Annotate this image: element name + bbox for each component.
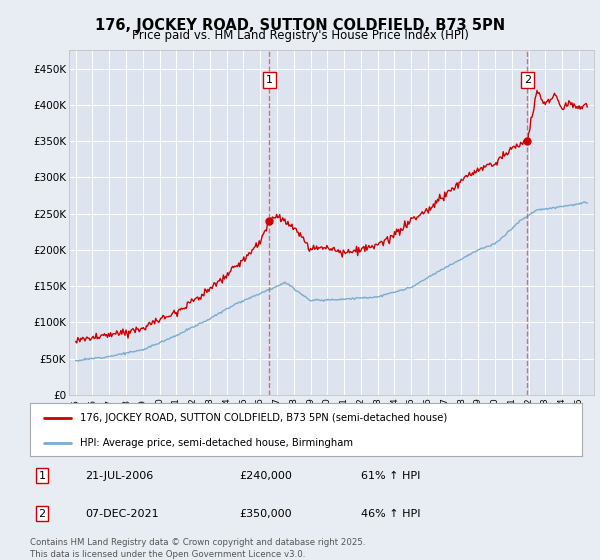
Text: 176, JOCKEY ROAD, SUTTON COLDFIELD, B73 5PN (semi-detached house): 176, JOCKEY ROAD, SUTTON COLDFIELD, B73 … (80, 413, 447, 423)
Text: £350,000: £350,000 (240, 508, 292, 519)
Text: £240,000: £240,000 (240, 471, 293, 481)
Text: 07-DEC-2021: 07-DEC-2021 (85, 508, 159, 519)
Text: 61% ↑ HPI: 61% ↑ HPI (361, 471, 421, 481)
Text: HPI: Average price, semi-detached house, Birmingham: HPI: Average price, semi-detached house,… (80, 438, 353, 448)
Text: 46% ↑ HPI: 46% ↑ HPI (361, 508, 421, 519)
Text: 176, JOCKEY ROAD, SUTTON COLDFIELD, B73 5PN: 176, JOCKEY ROAD, SUTTON COLDFIELD, B73 … (95, 18, 505, 33)
Text: 2: 2 (38, 508, 46, 519)
Text: 1: 1 (38, 471, 46, 481)
Text: Price paid vs. HM Land Registry's House Price Index (HPI): Price paid vs. HM Land Registry's House … (131, 29, 469, 42)
Text: Contains HM Land Registry data © Crown copyright and database right 2025.
This d: Contains HM Land Registry data © Crown c… (30, 538, 365, 559)
Text: 1: 1 (266, 74, 273, 85)
Text: 21-JUL-2006: 21-JUL-2006 (85, 471, 154, 481)
Text: 2: 2 (524, 74, 531, 85)
